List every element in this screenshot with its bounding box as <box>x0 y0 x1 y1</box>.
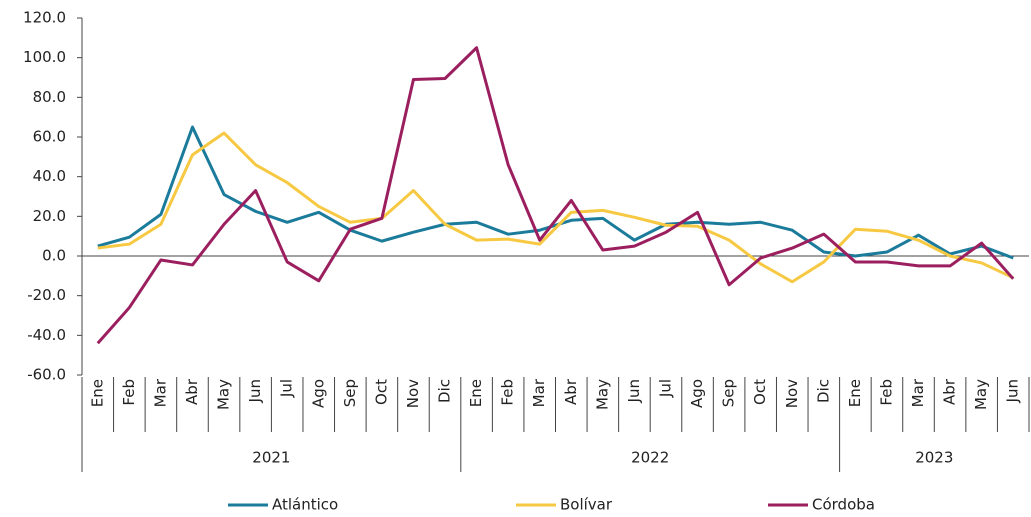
legend-label: Bolívar <box>560 496 613 514</box>
series-line <box>97 125 1014 260</box>
x-tick-label: Sep <box>341 379 359 407</box>
x-tick-label: Oct <box>372 379 390 405</box>
y-tick-label: 0.0 <box>42 247 66 265</box>
y-tick-label: 20.0 <box>33 207 66 225</box>
y-tick-label: 120.0 <box>23 9 66 27</box>
x-tick-label: May <box>972 379 990 410</box>
series-line <box>97 131 1014 284</box>
x-tick-label: Ago <box>688 379 706 408</box>
x-tick-label: Jun <box>1004 379 1022 403</box>
x-tick-label: Nov <box>404 379 422 408</box>
x-tick-label: Dic <box>814 379 832 403</box>
legend-label: Córdoba <box>812 496 875 514</box>
x-tick-label: Nov <box>783 379 801 408</box>
series-line <box>96 46 1015 345</box>
y-tick-label: -60.0 <box>27 366 66 384</box>
x-tick-label: Mar <box>151 378 169 407</box>
y-tick-label: 80.0 <box>33 88 66 106</box>
x-tick-label: Abr <box>183 378 201 405</box>
x-tick-label: Abr <box>562 378 580 405</box>
x-tick-label: Ene <box>467 379 485 407</box>
x-tick-label: Jul <box>656 379 674 398</box>
x-tick-label: Oct <box>751 379 769 405</box>
x-tick-label: Ago <box>309 379 327 408</box>
year-label: 2022 <box>631 449 669 467</box>
x-tick-label: May <box>593 379 611 410</box>
y-tick-label: -20.0 <box>27 286 66 304</box>
x-tick-label: Feb <box>499 379 517 406</box>
year-label: 2021 <box>252 449 290 467</box>
x-tick-label: Mar <box>530 378 548 407</box>
x-tick-label: Ene <box>88 379 106 407</box>
x-tick-label: Feb <box>120 379 138 406</box>
y-tick-label: -40.0 <box>27 326 66 344</box>
x-tick-label: Jun <box>246 379 264 403</box>
year-label: 2023 <box>915 449 953 467</box>
x-tick-label: Jul <box>278 379 296 398</box>
y-tick-label: 40.0 <box>33 167 66 185</box>
y-tick-label: 100.0 <box>23 48 66 66</box>
x-tick-label: Abr <box>941 378 959 405</box>
x-tick-label: Ene <box>846 379 864 407</box>
x-tick-label: Feb <box>877 379 895 406</box>
y-tick-label: 60.0 <box>33 128 66 146</box>
x-tick-label: May <box>215 379 233 410</box>
x-tick-label: Sep <box>720 379 738 407</box>
x-tick-label: Jun <box>625 379 643 403</box>
x-tick-label: Mar <box>909 378 927 407</box>
x-tick-label: Dic <box>436 379 454 403</box>
legend-label: Atlántico <box>272 496 338 514</box>
